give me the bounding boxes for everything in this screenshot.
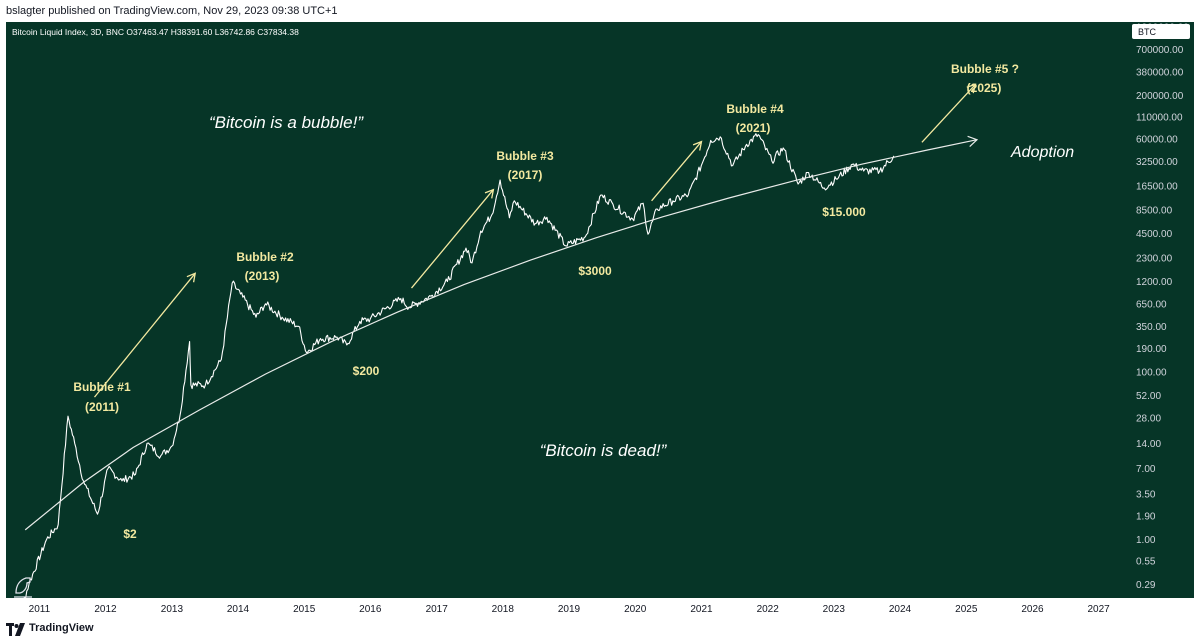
y-tick-label: 52.00: [1136, 391, 1161, 402]
y-tick-label: 100.00: [1136, 367, 1167, 378]
tradingview-logo-icon: [6, 623, 25, 636]
x-tick-label: 2023: [823, 604, 846, 615]
footer-brand: TradingView: [29, 622, 94, 634]
bubble-arrowhead-3: [692, 140, 703, 151]
x-tick-label: 2024: [889, 604, 912, 615]
bubble4-title: Bubble #4: [726, 102, 784, 116]
y-tick-label: 700000.00: [1136, 45, 1184, 56]
y-tick-label: 16500.00: [1136, 182, 1178, 193]
bubble5-title: Bubble #5 ?: [951, 62, 1019, 76]
y-tick-label: 1.90: [1136, 512, 1156, 523]
low-3000-label: $3000: [578, 264, 612, 278]
y-tick-label: 380000.00: [1136, 68, 1184, 79]
bubble2-title: Bubble #2: [236, 250, 294, 264]
quote-dead: “Bitcoin is dead!”: [540, 441, 668, 460]
y-tick-label: 190.00: [1136, 344, 1167, 355]
publish-line: bslagter published on TradingView.com, N…: [6, 5, 338, 17]
x-tick-label: 2025: [955, 604, 978, 615]
bubble-arrow-4: [921, 83, 976, 143]
footer: TradingView: [0, 618, 1200, 642]
y-tick-label: 3.50: [1136, 489, 1156, 500]
y-tick-label: 28.00: [1136, 414, 1161, 425]
dinosaur-icon: [14, 577, 32, 598]
x-tick-label: 2022: [757, 604, 780, 615]
bubble1-year: (2011): [85, 400, 119, 414]
bubble2-year: (2013): [245, 269, 280, 283]
x-tick-label: 2026: [1021, 604, 1044, 615]
bubble-arrowhead-1: [186, 272, 197, 283]
adoption-curve: [24, 135, 979, 531]
x-tick-label: 2018: [492, 604, 515, 615]
symbol-badge-bg: [1132, 24, 1190, 39]
low-2-label: $2: [123, 527, 137, 541]
quote-bubble: “Bitcoin is a bubble!”: [209, 113, 364, 132]
y-tick-label: 7.00: [1136, 464, 1156, 475]
x-tick-label: 2016: [359, 604, 382, 615]
y-tick-label: 0.29: [1136, 580, 1156, 591]
y-tick-label: 8500.00: [1136, 206, 1173, 217]
x-tick-label: 2017: [426, 604, 449, 615]
bubble-arrow-1: [93, 272, 196, 398]
symbol-badge-label: BTC: [1138, 27, 1157, 37]
price-line-0: [9, 133, 895, 601]
bubble5-year: (2025): [967, 81, 1002, 95]
x-tick-label: 2013: [161, 604, 184, 615]
plot-area[interactable]: [6, 22, 1126, 598]
y-tick-label: 1.00: [1136, 535, 1156, 546]
x-tick-label: 2021: [690, 604, 713, 615]
y-tick-label: 14.00: [1136, 439, 1161, 450]
bubble3-year: (2017): [508, 168, 543, 182]
bubble-arrowhead-4: [966, 83, 977, 94]
y-axis[interactable]: 1300000.00700000.00380000.00200000.00110…: [1136, 23, 1189, 591]
x-tick-label: 2012: [94, 604, 117, 615]
adoption-line: [24, 139, 978, 531]
y-tick-label: 110000.00: [1136, 113, 1183, 124]
x-tick-label: 2015: [293, 604, 316, 615]
publish-header: bslagter published on TradingView.com, N…: [0, 0, 1200, 22]
bubble4-year: (2021): [736, 121, 771, 135]
bubble-arrow-3: [651, 141, 702, 202]
y-tick-label: 650.00: [1136, 299, 1167, 310]
bubble-arrowhead-2: [484, 188, 495, 199]
symbol-badge[interactable]: BTC: [1132, 24, 1190, 39]
price-series: [9, 133, 895, 601]
x-tick-label: 2027: [1087, 604, 1110, 615]
low-15000-label: $15.000: [822, 205, 866, 219]
bubble3-title: Bubble #3: [496, 149, 554, 163]
adoption-label: Adoption: [1010, 144, 1074, 161]
low-200-label: $200: [353, 364, 380, 378]
bubble1-title: Bubble #1: [73, 380, 131, 394]
x-tick-label: 2011: [29, 604, 51, 615]
y-tick-label: 200000.00: [1136, 91, 1184, 102]
symbol-legend: Bitcoin Liquid Index, 3D, BNC O37463.47 …: [12, 27, 299, 37]
x-tick-label: 2019: [558, 604, 581, 615]
x-tick-label: 2020: [624, 604, 647, 615]
y-tick-label: 32500.00: [1136, 157, 1178, 168]
y-tick-label: 2300.00: [1136, 253, 1173, 264]
bubble-arrows: [93, 83, 977, 398]
y-tick-label: 0.55: [1136, 557, 1156, 568]
x-tick-label: 2014: [227, 604, 250, 615]
y-tick-label: 4500.00: [1136, 229, 1173, 240]
adoption-arrowhead: [967, 135, 979, 148]
bubble-arrow-2: [411, 189, 494, 289]
y-tick-label: 350.00: [1136, 322, 1167, 333]
y-axis-panel[interactable]: [1126, 22, 1194, 598]
y-tick-label: 1200.00: [1136, 277, 1173, 288]
x-axis[interactable]: 2011 2012 2013 2014 2015 2016 2017 2018 2019 2020…: [29, 604, 1111, 615]
y-tick-label: 60000.00: [1136, 135, 1178, 146]
